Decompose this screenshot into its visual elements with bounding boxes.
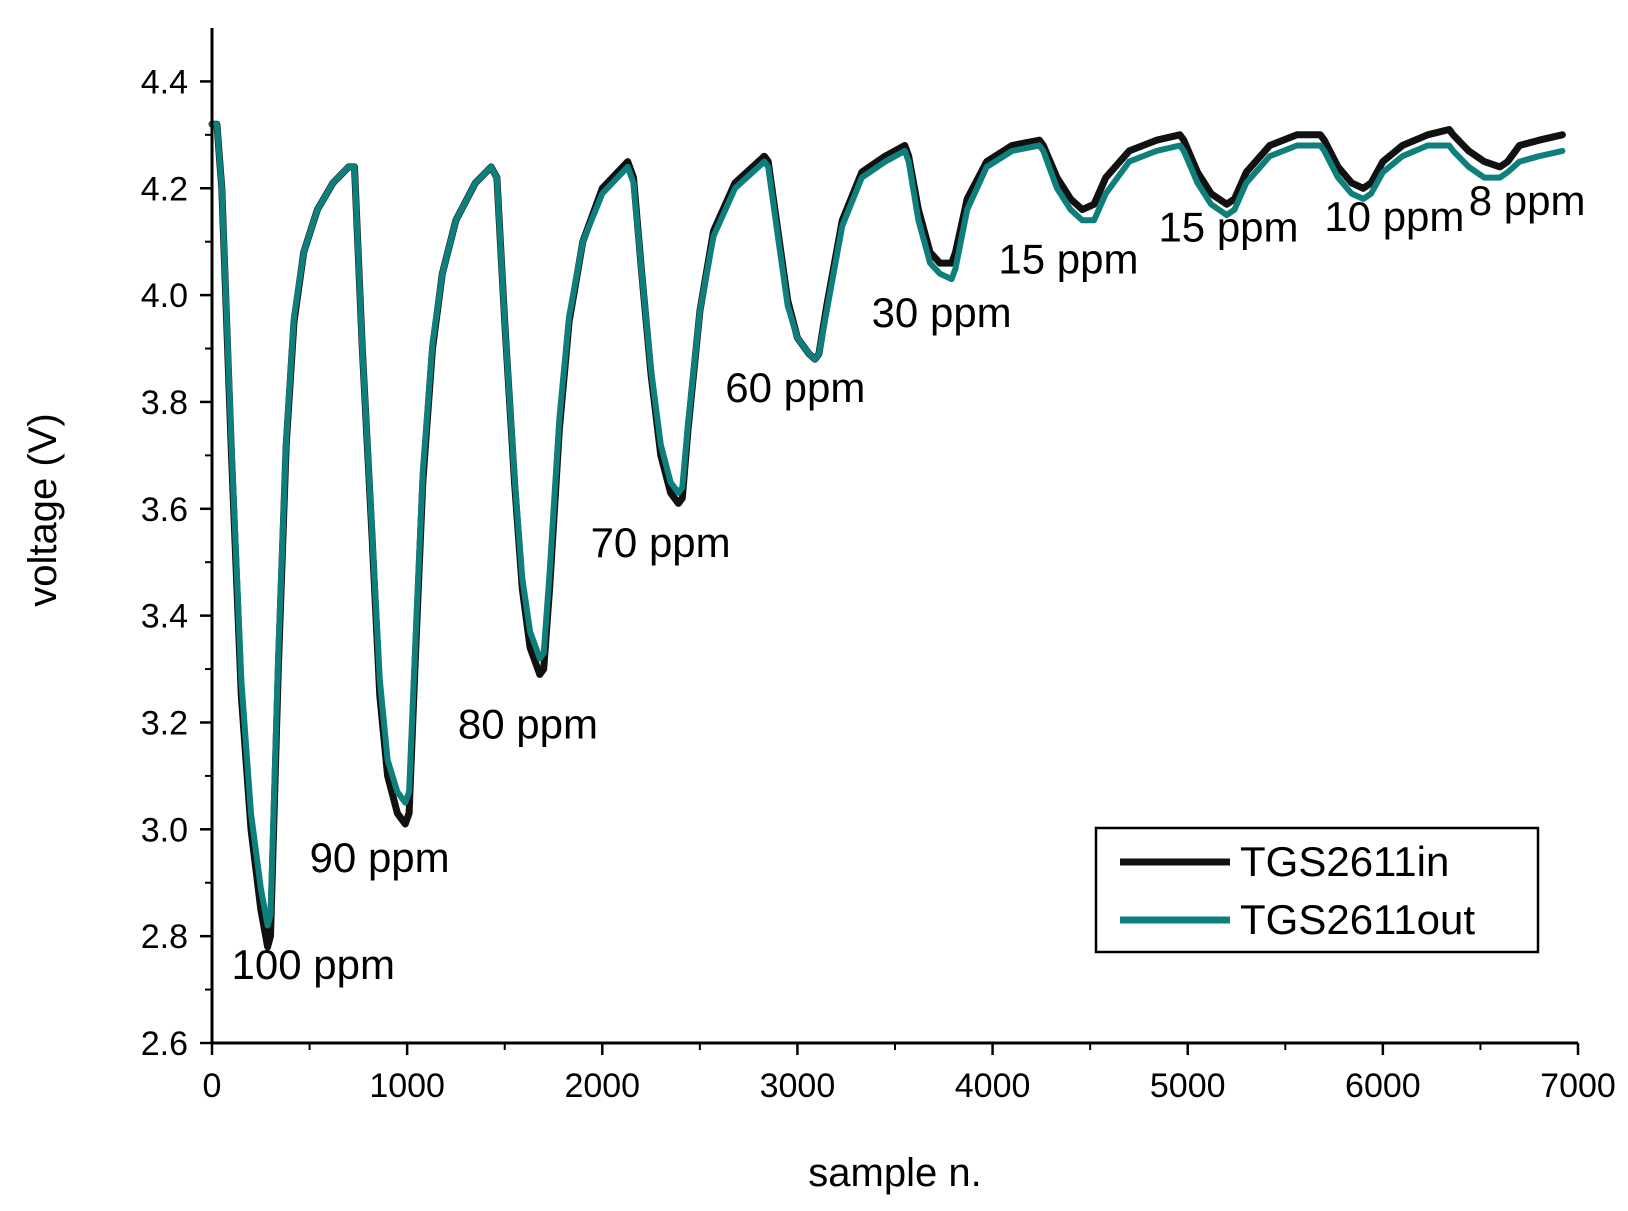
x-axis-title: sample n.	[808, 1151, 981, 1195]
x-tick-label: 5000	[1150, 1067, 1226, 1105]
y-tick-label: 2.6	[141, 1025, 188, 1063]
y-tick-label: 3.0	[141, 811, 188, 849]
y-tick-label: 4.2	[141, 170, 188, 208]
concentration-label: 15 ppm	[998, 236, 1138, 283]
plot-lines	[208, 120, 1566, 951]
y-tick-label: 3.2	[141, 704, 188, 742]
x-tick-label: 1000	[369, 1067, 445, 1105]
y-ticks: 2.6 2.8 3.0 3.2 3.4 3.6 3.8 4.0 4.2 4.4	[141, 63, 212, 1063]
concentration-label: 60 ppm	[725, 364, 865, 411]
legend: TGS2611in TGS2611out	[1094, 826, 1540, 954]
concentration-label: 70 ppm	[591, 519, 731, 566]
concentration-label: 100 ppm	[232, 941, 395, 988]
y-tick-label: 3.6	[141, 491, 188, 529]
concentration-label: 90 ppm	[310, 834, 450, 881]
x-tick-label: 2000	[564, 1067, 640, 1105]
y-tick-label: 2.8	[141, 918, 188, 956]
y-tick-label: 3.4	[141, 598, 188, 636]
legend-label-tgs2611in: TGS2611in	[1240, 838, 1449, 885]
concentration-label: 8 ppm	[1469, 177, 1586, 224]
series-line-tgs2611in	[208, 120, 1566, 951]
concentration-label: 80 ppm	[458, 701, 598, 748]
concentration-label: 10 ppm	[1324, 193, 1464, 240]
y-tick-label: 4.4	[141, 63, 188, 101]
x-tick-label: 4000	[955, 1067, 1031, 1105]
x-tick-label: 3000	[760, 1067, 836, 1105]
x-tick-label: 6000	[1345, 1067, 1421, 1105]
x-ticks: 0 1000 2000 3000 4000 5000 6000 7000	[203, 1043, 1616, 1105]
y-tick-label: 4.0	[141, 277, 188, 315]
y-tick-label: 3.8	[141, 384, 188, 422]
legend-label-tgs2611out: TGS2611out	[1240, 896, 1475, 943]
legend-box	[1094, 826, 1540, 954]
series-line-tgs2611out	[209, 121, 1566, 929]
x-tick-label: 7000	[1540, 1067, 1616, 1105]
concentration-label: 30 ppm	[872, 289, 1012, 336]
concentration-label: 15 ppm	[1158, 204, 1298, 251]
y-axis-title: voltage (V)	[21, 413, 65, 606]
x-tick-label: 0	[203, 1067, 222, 1105]
